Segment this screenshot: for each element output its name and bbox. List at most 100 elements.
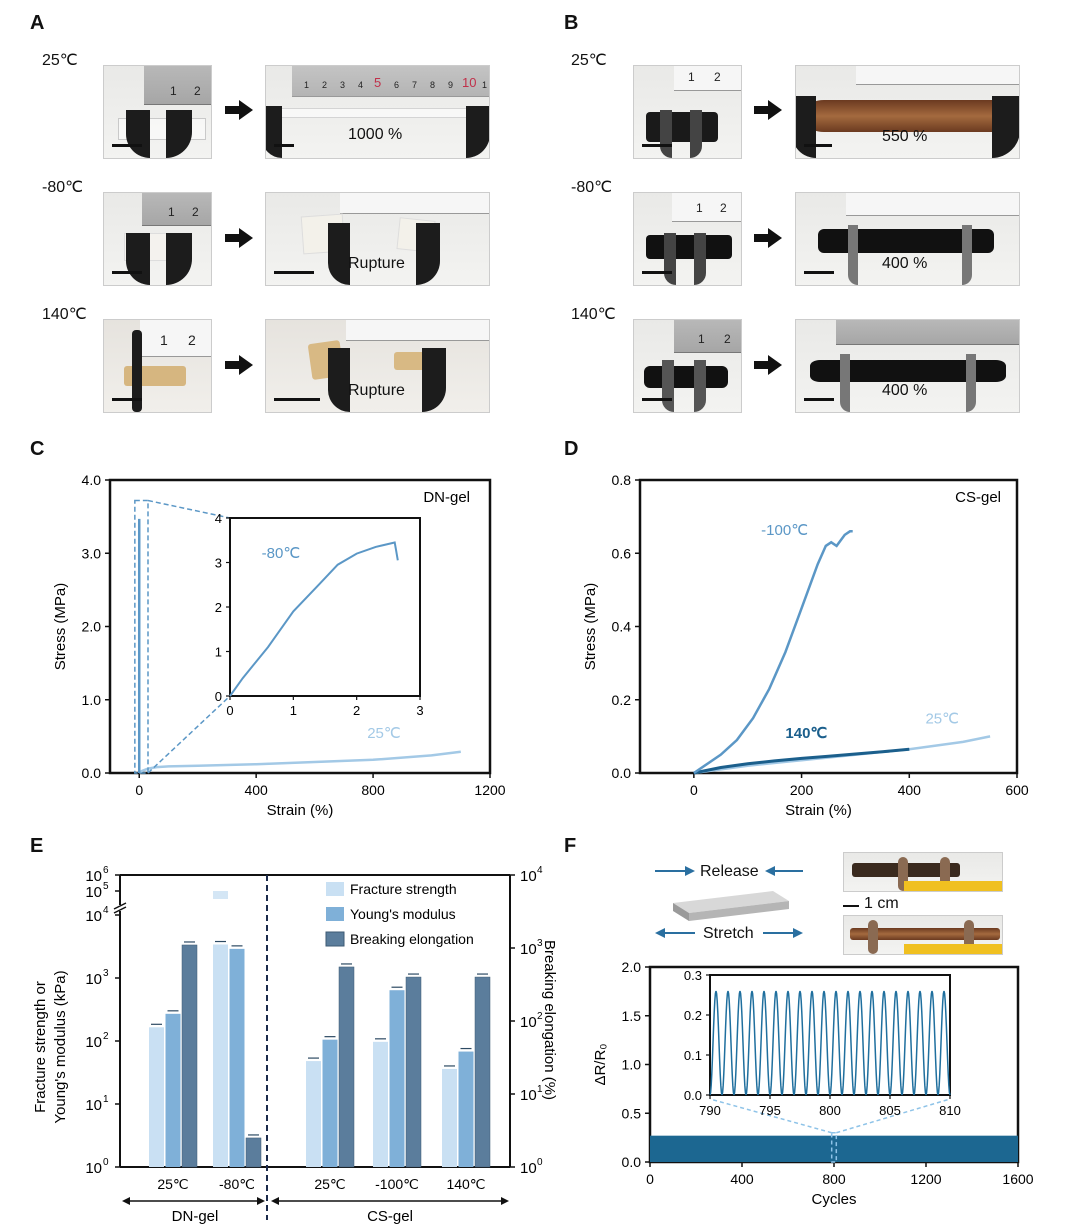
series-neg80c <box>229 541 399 697</box>
bar-modulus <box>389 990 405 1167</box>
left-tick-exponent: 3 <box>103 968 109 979</box>
inset-y-tick-label: 1 <box>215 645 222 660</box>
ruler-number: 7 <box>412 80 418 90</box>
ruler: 1 2 <box>142 193 211 226</box>
inset-x-tick-label: 805 <box>879 1103 901 1118</box>
left-tick-label: 10 <box>85 1097 102 1114</box>
inset-x-tick-label: 0 <box>226 703 233 718</box>
group-bracket-arrow <box>271 1197 279 1205</box>
left-axis-label-line1: Fracture strength or <box>32 981 49 1113</box>
scale-bar <box>274 144 294 147</box>
legend-swatch <box>325 931 345 947</box>
x-tick-label: 400 <box>898 782 922 798</box>
group-bracket-arrow <box>501 1197 509 1205</box>
right-axis-label: Breaking elongation (%) <box>541 940 558 1100</box>
clamp <box>166 110 192 158</box>
clamp <box>694 360 706 412</box>
ruler <box>340 193 489 214</box>
inset-frame <box>229 517 421 697</box>
bar-fracture <box>306 1061 321 1167</box>
clamp <box>940 857 950 891</box>
photo-a-25-after: 1 2 3 4 5 6 7 8 9 10 1 1000 % <box>265 65 490 159</box>
gel-sample <box>276 108 488 118</box>
bar-elongation <box>405 976 422 1168</box>
inset-x-tick-label: 800 <box>819 1103 841 1118</box>
panel-label-e: E <box>30 835 44 857</box>
clamp <box>868 920 878 954</box>
right-tick-exponent: 3 <box>537 938 543 949</box>
ruler-number: 2 <box>322 80 328 90</box>
legend-swatch <box>326 882 344 896</box>
scale-bar <box>804 144 832 147</box>
scale-bar <box>112 398 142 401</box>
right-tick-exponent: 2 <box>537 1011 543 1022</box>
photo-f-release <box>843 852 1003 892</box>
clamp <box>126 110 150 158</box>
strain-result-text: 400 % <box>882 255 928 272</box>
rupture-text: Rupture <box>348 382 405 399</box>
clamp <box>962 225 972 285</box>
inset-x-tick-label: 790 <box>699 1103 721 1118</box>
ruler-number: 2 <box>720 201 727 215</box>
ruler-base <box>904 944 1002 954</box>
bar-elongation <box>474 976 491 1168</box>
release-label: Release <box>700 863 759 880</box>
photo-b-140-before: 1 2 <box>633 319 742 413</box>
series-25c <box>138 750 461 775</box>
scale-bar <box>642 144 672 147</box>
axis-break-gap <box>114 905 126 911</box>
ruler-number: 4 <box>358 80 364 90</box>
clamp <box>660 110 672 158</box>
clamp <box>898 857 908 891</box>
clamp <box>966 354 976 412</box>
ruler-number: 1 <box>696 201 703 215</box>
series-label-25c: 25℃ <box>367 725 401 742</box>
ruler-number: 1 <box>304 80 310 90</box>
legend-label: Fracture strength <box>350 881 457 897</box>
x-axis-label: Strain (%) <box>267 802 334 819</box>
y-tick-label: 1.0 <box>82 692 102 708</box>
x-tick-label: 0 <box>646 1171 654 1187</box>
clamp <box>466 106 489 158</box>
clamp <box>964 920 974 954</box>
y-tick-label: 3.0 <box>82 545 102 561</box>
group-label-cs: CS-gel <box>367 1208 413 1225</box>
bar-fracture <box>213 944 228 1167</box>
panel-label-d: D <box>564 438 579 460</box>
scale-bar <box>843 905 859 907</box>
ruler-number: 10 <box>462 75 477 90</box>
temp-label-a-25: 25℃ <box>42 52 78 69</box>
group-label-dn: DN-gel <box>172 1208 219 1225</box>
y-axis-label: ΔR/R₀ <box>592 1043 609 1085</box>
photo-a-140-after: Rupture <box>265 319 490 413</box>
ruler-number: 1 <box>168 205 175 219</box>
inset-x-tick-label: 2 <box>353 703 360 718</box>
inset-y-tick-label: 0.3 <box>684 968 702 983</box>
ruler: 1 2 <box>140 320 211 357</box>
inset-frame <box>709 974 951 1096</box>
ruler-number: 1 <box>688 70 695 84</box>
slab-icon <box>673 891 789 921</box>
x-tick-label: 600 <box>1005 782 1029 798</box>
zoom-box <box>134 499 149 774</box>
x-tick-label: 800 <box>361 782 385 798</box>
clamp <box>166 233 192 285</box>
photo-b-25-after: 550 % <box>795 65 1020 159</box>
clamp <box>662 360 674 412</box>
bar-elongation <box>181 944 198 1168</box>
group-bracket-arrow <box>122 1197 130 1205</box>
plot-frame <box>638 478 1019 775</box>
right-tick-exponent: 4 <box>537 865 543 876</box>
x-axis-label: Cycles <box>811 1191 856 1208</box>
gel-sample <box>646 235 732 259</box>
y-tick-label: 4.0 <box>82 472 102 488</box>
clamp <box>266 106 282 158</box>
y-tick-label: 0.0 <box>612 765 632 781</box>
left-tick-label: 10 <box>85 868 102 885</box>
clamp <box>840 354 850 412</box>
group-bracket-arrow <box>257 1197 265 1205</box>
photo-a-neg80-after: Rupture <box>265 192 490 286</box>
chart-d: 0.0 0.2 0.4 0.6 0.8 0 200 400 600 Strain (%) Stres… <box>582 472 1029 819</box>
x-tick-label: 1600 <box>1002 1171 1033 1187</box>
scale-bar <box>642 271 672 274</box>
